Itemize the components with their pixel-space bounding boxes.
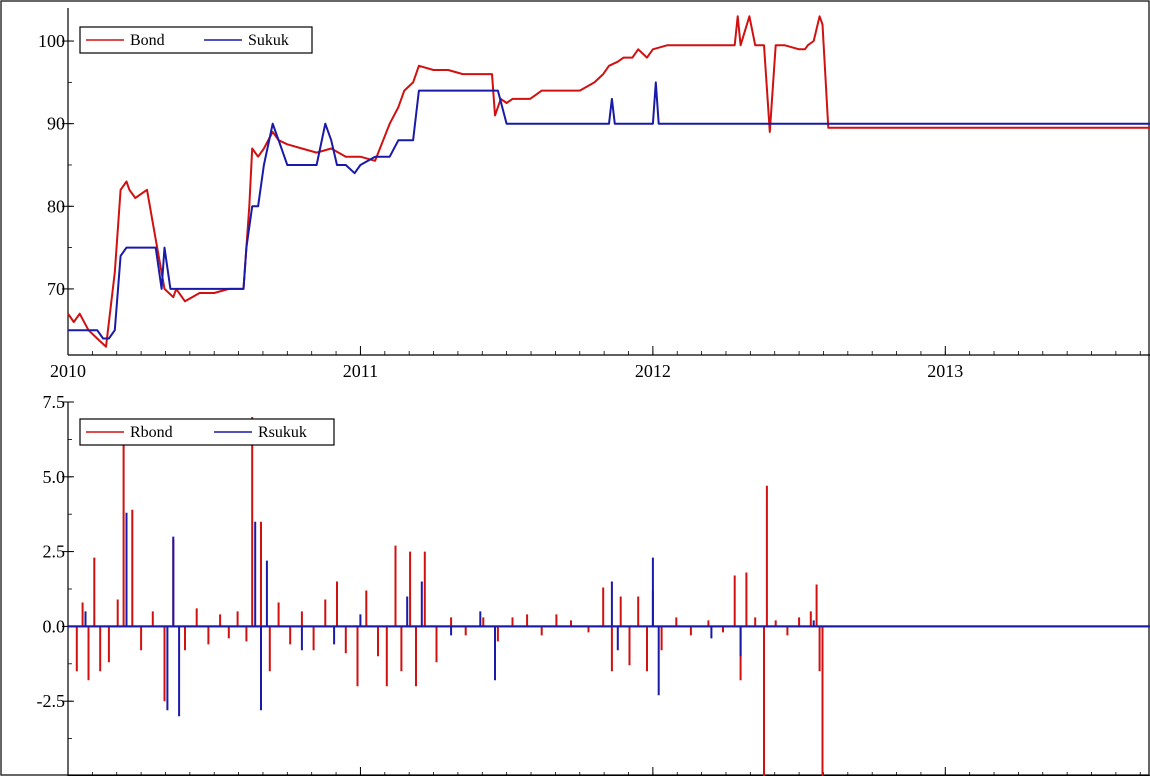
series-line-bond (67, 15, 1150, 348)
x-tick-label: 2013 (927, 361, 963, 381)
x-tick-label: 2010 (50, 361, 86, 381)
legend: Bond Sukuk (79, 26, 313, 54)
y-tick-label: 90 (47, 114, 65, 134)
legend-label-rbond: Rbond (130, 424, 173, 441)
series-line-rsukuk (68, 512, 1150, 717)
y-tick-label: 70 (47, 279, 65, 299)
x-tick-label: 2011 (343, 361, 378, 381)
y-tick-label: 2.5 (43, 542, 66, 562)
y-tick-label: 0.0 (43, 616, 66, 636)
y-tick-label: 5.0 (43, 467, 66, 487)
y-tick-label: 100 (38, 31, 65, 51)
legend-label-rsukuk: Rsukuk (258, 424, 307, 441)
y-tick-label: 7.5 (43, 392, 66, 412)
legend-label-sukuk: Sukuk (248, 32, 289, 49)
x-tick-label: 2012 (635, 361, 671, 381)
series-line-rbond (68, 417, 1150, 776)
series-line-sukuk (68, 81, 1150, 340)
y-tick-label: -2.5 (37, 691, 66, 711)
legend-label-bond: Bond (130, 32, 165, 49)
chart-panel-1: 70 80 90 100 2010 2011 2012 2013 Bond Sukuk (38, 8, 1150, 381)
y-tick-label: 80 (47, 196, 65, 216)
legend: Rbond Rsukuk (79, 418, 335, 446)
chart-panel-2: -2.50.02.55.07.52010201120122013RbondRsu… (37, 392, 1150, 776)
